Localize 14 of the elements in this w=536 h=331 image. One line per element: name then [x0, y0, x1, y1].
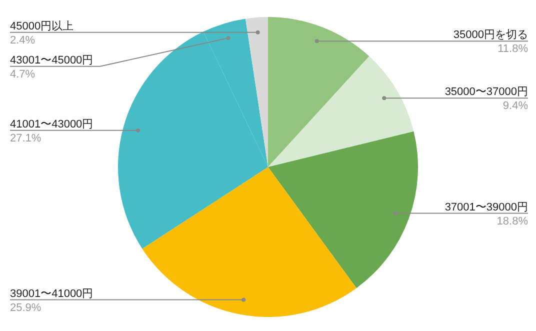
- slice-label: 37001〜39000円: [444, 201, 528, 214]
- data-label: 9.4%: [502, 100, 528, 112]
- slice-label: 39001〜41000円: [10, 288, 94, 300]
- slice-label: 35000円を切る: [453, 28, 528, 42]
- data-label: 11.8%: [498, 43, 528, 56]
- data-label: 2.4%: [10, 34, 36, 46]
- slice-label: 35000〜37000円: [444, 86, 528, 98]
- data-label: 25.9%: [10, 302, 42, 314]
- data-label: 27.1%: [10, 132, 42, 144]
- data-label: 18.8%: [496, 215, 528, 228]
- slice-label: 41001〜43000円: [10, 118, 94, 130]
- slice-label: 43001〜45000円: [10, 54, 94, 66]
- slice-label: 45000円以上: [10, 19, 74, 32]
- data-label: 4.7%: [10, 68, 36, 80]
